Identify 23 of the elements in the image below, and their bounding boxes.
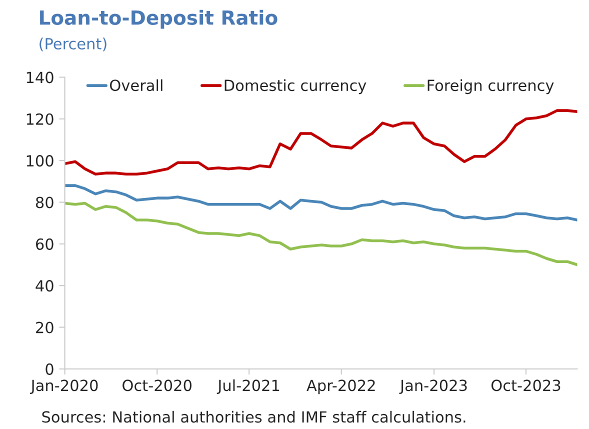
y-tick-label: 0: [46, 363, 54, 375]
line-series: [64, 184, 578, 222]
legend-label: Domestic currency: [224, 79, 366, 94]
line-series: [64, 202, 578, 266]
y-tick-label: 120: [26, 113, 54, 125]
x-tick-label: Jan-2023: [399, 380, 467, 394]
x-tick-label: Apr-2022: [306, 380, 375, 394]
line-series: [64, 109, 578, 176]
y-tick-label: 100: [26, 155, 54, 167]
y-tick-label: 140: [26, 72, 54, 84]
source-note: Sources: National authorities and IMF staff calculations.: [42, 410, 466, 423]
x-tick-label: Jan-2020: [30, 380, 98, 394]
x-tick-label: Oct-2023: [491, 380, 560, 392]
y-tick-label: 80: [36, 196, 54, 208]
legend-label: Foreign currency: [428, 79, 554, 94]
y-tick-label: 60: [36, 238, 54, 250]
y-tick-label: 20: [36, 322, 54, 334]
x-tick-label: Oct-2020: [122, 380, 192, 392]
chart-title: Loan-to-Deposit Ratio: [40, 10, 278, 29]
chart-subtitle: (Percent): [40, 38, 106, 52]
y-tick-label: 40: [36, 280, 54, 292]
legend-label: Overall: [110, 79, 162, 92]
x-tick-label: Jul-2021: [216, 379, 280, 394]
